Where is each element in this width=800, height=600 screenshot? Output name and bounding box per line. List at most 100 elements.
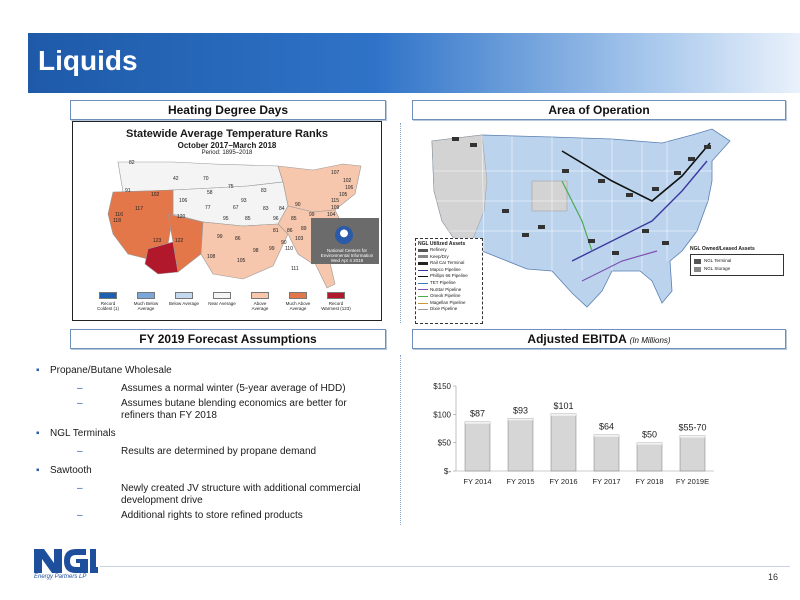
state-rank-label: 83 xyxy=(261,188,267,194)
legend-row: Rail Car Terminal xyxy=(418,260,480,267)
legend-label: Near Average xyxy=(208,301,236,306)
x-tick-label: FY 2016 xyxy=(549,477,577,486)
state-rank-label: 70 xyxy=(203,176,209,182)
ebitda-bar-highlight xyxy=(465,421,490,424)
section-header-ebitda: Adjusted EBITDA (In Millions) xyxy=(412,329,786,349)
bullet-item: NGL Terminals xyxy=(36,428,115,440)
divider-bottom xyxy=(400,355,401,525)
state-rank-label: 108 xyxy=(207,254,216,260)
ebitda-bar xyxy=(550,413,577,472)
state-rank-label: 109 xyxy=(331,205,340,211)
state-rank-label: 123 xyxy=(153,238,162,244)
state-rank-label: 95 xyxy=(223,216,229,222)
state-rank-label: 83 xyxy=(263,206,269,212)
x-tick-label: FY 2015 xyxy=(506,477,534,486)
state-rank-label: 106 xyxy=(345,185,354,191)
legend-item: Near Average xyxy=(207,292,237,306)
legend-label: Much Below Average xyxy=(133,301,159,311)
state-rank-label: 99 xyxy=(269,246,275,252)
legend-mark xyxy=(418,302,428,304)
pipeline-line xyxy=(561,142,711,202)
legend-mark xyxy=(418,276,428,278)
ebitda-bar-highlight xyxy=(637,442,662,445)
legend-swatch xyxy=(137,292,155,299)
legend-row: Magellan Pipeline xyxy=(418,300,480,307)
legend-label: Dixie Pipeline xyxy=(430,306,458,312)
x-tick-label: FY 2017 xyxy=(592,477,620,486)
state-rank-label: 120 xyxy=(177,214,186,220)
ebitda-bar-chart: $- $50 $100 $150 $87 FY 2014 $93 FY 2015 $101 FY … xyxy=(433,382,714,486)
legend-label: Much Above Average xyxy=(285,301,311,311)
state-rank-label: 93 xyxy=(241,198,247,204)
legend-mark xyxy=(418,255,428,259)
section-title: Heating Degree Days xyxy=(167,103,289,117)
ebitda-bar-highlight xyxy=(680,435,705,438)
pipeline-line xyxy=(571,160,708,262)
legend-label: Above Average xyxy=(251,301,269,311)
state-rank-label: 117 xyxy=(135,206,143,212)
pipeline-line xyxy=(581,250,658,282)
legend-label: NGL Terminal xyxy=(704,258,732,263)
legend-label: TET Pipeline xyxy=(430,279,456,285)
state-rank-label: 77 xyxy=(205,205,211,211)
legend-row: Mapco Pipeline xyxy=(418,267,480,274)
state-rank-label: 86 xyxy=(287,228,293,234)
ebitda-bar xyxy=(636,442,663,472)
legend-mark xyxy=(418,309,428,311)
owned-assets-list: NGL Terminal NGL Storage xyxy=(690,254,784,276)
ebitda-bar-highlight xyxy=(594,434,619,437)
legend-item: Much Above Average xyxy=(283,292,313,311)
legend-title: NGL Utilized Assets xyxy=(418,241,466,247)
state-rank-label: 81 xyxy=(273,228,279,234)
state-rank-label: 98 xyxy=(253,248,259,254)
section-subtitle: (In Millions) xyxy=(629,336,671,345)
state-rank-label: 118 xyxy=(113,218,121,224)
terminal-markers xyxy=(452,137,711,255)
legend-item: Below Average xyxy=(169,292,199,306)
legend-mark xyxy=(418,269,428,271)
ebitda-bar-highlight xyxy=(551,413,576,416)
sub-bullet-item: Assumes butane blending economics are be… xyxy=(77,398,381,422)
legend-mark xyxy=(418,282,428,284)
legend-item: Above Average xyxy=(245,292,275,311)
legend-label: Mapco Pipeline xyxy=(430,266,461,272)
ebitda-bar xyxy=(464,421,491,472)
storage-icon xyxy=(694,266,701,272)
section-title: Adjusted EBITDA xyxy=(527,332,627,346)
legend-row: Keep/Dry xyxy=(418,254,480,261)
state-rank-label: 111 xyxy=(291,266,299,272)
ngl-logo xyxy=(34,549,98,573)
x-tick-label: FY 2019E xyxy=(676,477,709,486)
state-rank-label: 85 xyxy=(291,216,297,222)
state-rank-label: 90 xyxy=(281,240,287,246)
legend-label: NGL Storage xyxy=(704,266,731,271)
ebitda-data-label: $55-70 xyxy=(678,423,706,433)
legend-item: Record Coldest (1) xyxy=(93,292,123,311)
sub-bullet-item: Newly created JV structure with addition… xyxy=(77,483,381,507)
state-rank-label: 82 xyxy=(129,160,135,166)
map-period: Period: 1895–2018 xyxy=(201,150,253,156)
page-title: Liquids xyxy=(38,45,138,76)
terminal-icon xyxy=(694,258,701,264)
sub-bullet-item: Results are determined by propane demand xyxy=(77,446,381,458)
legend-label: Keep/Dry xyxy=(430,253,449,259)
legend-label: Record Coldest (1) xyxy=(96,301,119,311)
legend-mark xyxy=(418,261,428,265)
state-rank-label: 96 xyxy=(273,216,279,222)
legend-swatch xyxy=(251,292,269,299)
state-rank-label: 110 xyxy=(285,246,293,252)
state-rank-label: 91 xyxy=(125,188,131,194)
legend-swatch xyxy=(289,292,307,299)
divider-top xyxy=(400,123,401,323)
legend-row: Dixie Pipeline xyxy=(418,306,480,313)
ebitda-data-label: $87 xyxy=(470,409,485,419)
ebitda-bar xyxy=(679,435,706,472)
legend-row: NGL Terminal xyxy=(694,257,780,265)
temperature-legend: Record Coldest (1) Much Below Average Be… xyxy=(93,292,363,322)
state-rank-label: 75 xyxy=(228,184,234,190)
legend-label: Refinery xyxy=(430,247,447,252)
footer-divider xyxy=(100,566,790,567)
state-rank-label: 86 xyxy=(235,236,241,242)
legend-label: Phillips 66 Pipeline xyxy=(430,273,468,279)
section-title: Area of Operation xyxy=(548,103,650,117)
